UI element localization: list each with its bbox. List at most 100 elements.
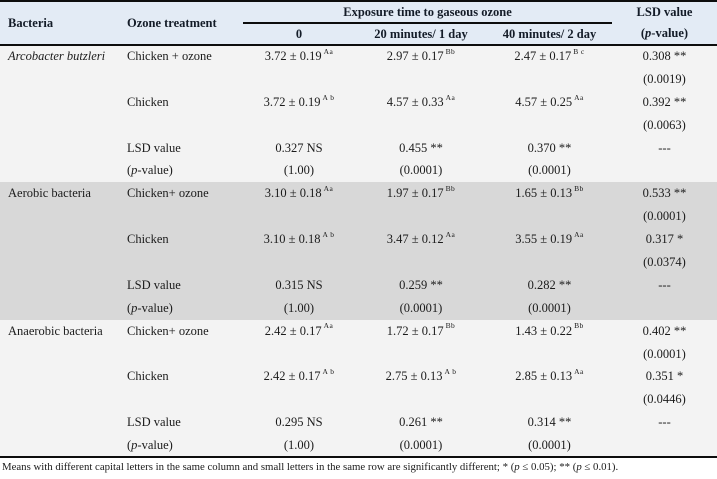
significance-letters: Aa [323,47,334,57]
mean-text: 2.75 ± 0.13 [385,369,443,384]
p-column-value: (1.00) [283,437,315,452]
table-row: LSD value 0.295 NS 0.261 ** 0.314 ** --- [0,411,717,434]
treatment-label: Chicken + ozone [127,49,212,64]
header-row-2: 0 20 minutes/ 1 day 40 minutes/ 2 day (p… [0,23,717,45]
column-header-lsd-value: LSD value [636,5,693,19]
lsd-value: 0.317 * [645,232,684,247]
lsd-p-value: (0.0001) [643,209,686,224]
empty-cell [243,68,355,91]
significance-letters: Aa [574,92,584,102]
table-row: (0.0374) [0,251,717,274]
column-header-ozone-treatment: Ozone treatment [127,15,217,30]
column-group-exposure-time: Exposure time to gaseous ozone [243,1,612,24]
significance-letters: Bb [574,184,584,194]
table-row: Anaerobic bacteria Chicken+ ozone 2.42 ±… [0,320,717,343]
mean-value: 3.72 ± 0.19 Aa [243,45,355,68]
table-row: (0.0019) [0,68,717,91]
mean-text: 1.97 ± 0.17 [386,186,444,201]
significance-letters: B c [573,47,585,57]
footnote-text: ≤ 0.05); ** ( [519,461,577,474]
mean-value: 1.43 ± 0.22 Bb [487,320,612,343]
p-column-value: (0.0001) [399,163,443,178]
bacteria-name: Aerobic bacteria [8,186,91,201]
p-column-value: (1.00) [283,300,315,315]
footnote-text: ≤ 0.01). [581,461,619,474]
p-value-open: ( [127,437,132,452]
empty-cell [0,91,119,114]
column-header-bacteria: Bacteria [8,15,54,30]
empty-cell [612,159,717,182]
significance-letters: Aa [445,92,456,102]
empty-cell [355,68,487,91]
table-row: LSD value 0.315 NS 0.259 ** 0.282 ** --- [0,274,717,297]
significance-letters: A b [444,367,457,377]
p-value-rest: -value) [137,437,173,452]
significance-letters: Aa [574,229,584,239]
lsd-value: 0.392 ** [642,94,687,109]
empty-cell [487,68,612,91]
p-row-label: (p-value) [119,159,243,182]
lsd-p-value: (0.0019) [643,71,686,86]
p-column-value: (0.0001) [528,163,571,178]
empty-cell [355,343,487,366]
mean-value: 1.72 ± 0.17 Bb [355,320,487,343]
significance-letters: A b [322,229,335,239]
p-value-rest: -value) [651,26,689,40]
empty-cell [119,251,243,274]
empty-cell [355,114,487,137]
p-column-value: (0.0001) [399,437,443,452]
mean-value: 3.10 ± 0.18 A b [243,228,355,251]
no-value-dashes: --- [658,277,671,292]
mean-text: 3.47 ± 0.12 [386,232,444,247]
lsd-column-value: 0.282 ** [527,277,572,292]
mean-text: 3.72 ± 0.19 [263,94,321,109]
lsd-value: 0.308 ** [642,49,687,64]
p-row-label: (p-value) [119,297,243,320]
empty-cell [355,205,487,228]
p-column-value: (1.00) [283,163,315,178]
empty-cell [487,205,612,228]
table-header: Bacteria Ozone treatment Exposure time t… [0,1,717,45]
empty-cell [487,343,612,366]
mean-text: 1.72 ± 0.17 [386,323,444,338]
significance-letters: Aa [574,367,584,377]
table-row: Chicken 3.10 ± 0.18 A b 3.47 ± 0.12 Aa 3.5… [0,228,717,251]
section-anaerobic-bacteria: Anaerobic bacteria Chicken+ ozone 2.42 ±… [0,319,717,458]
mean-text: 2.42 ± 0.17 [264,323,322,338]
empty-cell [243,251,355,274]
empty-cell [0,434,119,457]
p-column-value: (0.0001) [528,300,571,315]
lsd-column-value: 0.370 ** [527,140,572,155]
lsd-column-value: 0.455 ** [399,140,443,155]
lsd-column-value: 0.259 ** [399,277,443,292]
mean-text: 4.57 ± 0.33 [386,94,444,109]
empty-cell [612,297,717,320]
mean-value: 4.57 ± 0.33 Aa [355,91,487,114]
no-value-dashes: --- [658,415,671,430]
mean-text: 2.85 ± 0.13 [515,369,573,384]
mean-value: 3.47 ± 0.12 Aa [355,228,487,251]
significance-letters: Aa [445,229,456,239]
mean-value: 2.47 ± 0.17 B c [487,45,612,68]
lsd-row-label: LSD value [127,140,181,155]
mean-text: 1.65 ± 0.13 [515,186,573,201]
p-value-open: ( [640,26,646,40]
footnote-italic-p: p [576,461,582,474]
empty-cell [0,274,119,297]
p-value-open: ( [127,163,132,178]
empty-cell [243,343,355,366]
lsd-column-value: 0.315 NS [275,277,323,292]
bacteria-name: Arcobacter butzleri [8,49,106,64]
significance-letters: Bb [574,321,584,331]
results-table: Bacteria Ozone treatment Exposure time t… [0,0,717,459]
mean-value: 2.42 ± 0.17 A b [243,365,355,388]
mean-value: 4.57 ± 0.25 Aa [487,91,612,114]
lsd-p-value: (0.0063) [643,117,686,132]
table-row: Arcobacter butzleri Chicken + ozone 3.72… [0,45,717,68]
treatment-label: Chicken [127,232,169,247]
significance-letters: Bb [445,321,456,331]
mean-text: 4.57 ± 0.25 [515,94,573,109]
empty-cell [487,388,612,411]
p-value-rest: -value) [137,163,173,178]
